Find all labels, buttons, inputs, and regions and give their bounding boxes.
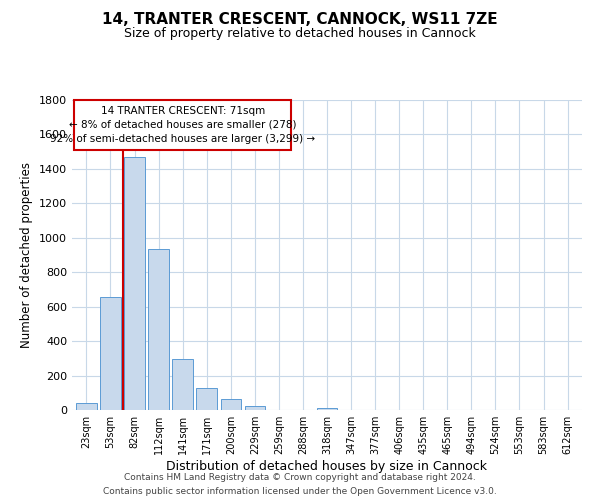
Bar bbox=[245, 406, 265, 410]
Bar bbox=[100, 297, 121, 410]
Bar bbox=[148, 249, 169, 410]
Text: Contains public sector information licensed under the Open Government Licence v3: Contains public sector information licen… bbox=[103, 486, 497, 496]
FancyBboxPatch shape bbox=[74, 100, 291, 150]
Y-axis label: Number of detached properties: Number of detached properties bbox=[20, 162, 34, 348]
Bar bbox=[221, 399, 241, 410]
Text: 14, TRANTER CRESCENT, CANNOCK, WS11 7ZE: 14, TRANTER CRESCENT, CANNOCK, WS11 7ZE bbox=[102, 12, 498, 28]
Bar bbox=[317, 408, 337, 410]
X-axis label: Distribution of detached houses by size in Cannock: Distribution of detached houses by size … bbox=[167, 460, 487, 473]
Bar bbox=[196, 388, 217, 410]
Bar bbox=[172, 359, 193, 410]
Bar bbox=[124, 157, 145, 410]
Bar bbox=[76, 403, 97, 410]
Text: Size of property relative to detached houses in Cannock: Size of property relative to detached ho… bbox=[124, 28, 476, 40]
Text: 14 TRANTER CRESCENT: 71sqm
← 8% of detached houses are smaller (278)
92% of semi: 14 TRANTER CRESCENT: 71sqm ← 8% of detac… bbox=[50, 106, 315, 144]
Text: Contains HM Land Registry data © Crown copyright and database right 2024.: Contains HM Land Registry data © Crown c… bbox=[124, 473, 476, 482]
